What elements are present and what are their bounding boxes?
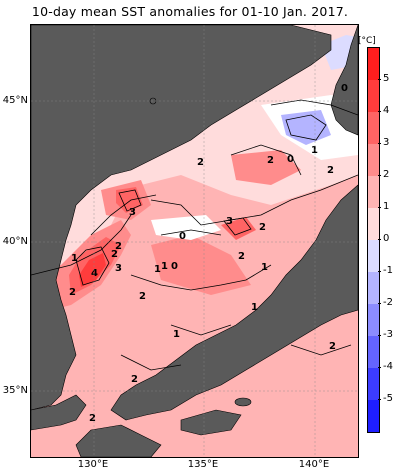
colorbar-tick-label: 4: [383, 105, 390, 116]
contour-label: 2: [111, 249, 118, 260]
lon-label-140e: 140°E: [298, 459, 330, 470]
colorbar-tick-label: -2: [383, 297, 393, 308]
colorbar-tick-label: 0: [383, 233, 390, 244]
lon-label-130e: 130°E: [77, 459, 109, 470]
colorbar-tick: [378, 303, 381, 304]
colorbar-tick-label: -1: [383, 265, 393, 276]
contour-label: 0: [171, 261, 178, 272]
colorbar-segment: [368, 208, 379, 240]
lon-label-135e: 135°E: [187, 459, 219, 470]
colorbar-tick: [378, 111, 381, 112]
colorbar: [367, 47, 380, 433]
contour-lines: [31, 99, 358, 371]
contour-label: 2: [89, 413, 96, 424]
contour-label: 0: [287, 154, 294, 165]
map-canvas: 0 2 0 1 2 2 0 2 3 0 3 1 2 2 2 3 4 1 1 2 …: [31, 25, 358, 457]
colorbar-segment: [368, 368, 379, 400]
contour-label: 2: [131, 374, 138, 385]
contour-label: 1: [261, 262, 268, 273]
contour-label: 2: [327, 165, 334, 176]
contour-label: 2: [329, 341, 336, 352]
colorbar-tick: [378, 207, 381, 208]
colorbar-tick-label: -4: [383, 361, 393, 372]
colorbar-tick: [378, 271, 381, 272]
colorbar-unit: [°C]: [358, 36, 376, 46]
contour-label: 1: [161, 261, 168, 272]
colorbar-segment: [368, 144, 379, 176]
colorbar-tick: [378, 79, 381, 80]
lat-label-35n: 35°N: [2, 385, 28, 396]
contour-label: 3: [129, 207, 136, 218]
colorbar-segment: [368, 272, 379, 304]
contour-label: 0: [341, 83, 348, 94]
colorbar-tick-label: 2: [383, 169, 390, 180]
colorbar-segment: [368, 176, 379, 208]
colorbar-segment: [368, 336, 379, 368]
colorbar-segment: [368, 80, 379, 112]
contour-label: 2: [69, 287, 76, 298]
colorbar-tick: [378, 175, 381, 176]
contour-label: 2: [115, 241, 122, 252]
contour-label-group: 0 2 0 1 2 2 0 2 3 0 3 1 2 2 2 3 4 1 1 2 …: [69, 83, 348, 424]
contour-label: 1: [173, 329, 180, 340]
contour-label: 0: [179, 231, 186, 242]
colorbar-segment: [368, 304, 379, 336]
contour-label: 3: [226, 216, 233, 227]
colorbar-segment: [368, 48, 379, 80]
colorbar-tick-label: 3: [383, 137, 390, 148]
colorbar-tick-label: 5: [383, 73, 390, 84]
colorbar-tick: [378, 239, 381, 240]
lat-label-45n: 45°N: [2, 95, 28, 106]
contour-label: 2: [197, 157, 204, 168]
colorbar-segment: [368, 240, 379, 272]
contour-label: 1: [71, 253, 78, 264]
lat-label-40n: 40°N: [2, 236, 28, 247]
contour-label: 1: [154, 264, 161, 275]
contour-label: 2: [259, 222, 266, 233]
colorbar-segment: [368, 400, 379, 432]
contour-label: 2: [139, 291, 146, 302]
contour-label: 1: [251, 302, 258, 313]
graticule: [31, 25, 358, 457]
contour-label: 1: [311, 145, 318, 156]
colorbar-tick-label: -3: [383, 329, 393, 340]
map-title: 10-day mean SST anomalies for 01-10 Jan.…: [31, 4, 349, 19]
colorbar-segment: [368, 112, 379, 144]
contour-label: 2: [267, 155, 274, 166]
contour-label: 4: [91, 268, 98, 279]
colorbar-tick-label: -5: [383, 393, 393, 404]
colorbar-tick: [378, 367, 381, 368]
colorbar-tick-label: 1: [383, 201, 390, 212]
contour-label: 3: [115, 263, 122, 274]
sst-anomaly-map: 0 2 0 1 2 2 0 2 3 0 3 1 2 2 2 3 4 1 1 2 …: [30, 24, 359, 458]
colorbar-tick: [378, 399, 381, 400]
contour-label: 2: [238, 251, 245, 262]
colorbar-tick: [378, 335, 381, 336]
colorbar-tick: [378, 143, 381, 144]
